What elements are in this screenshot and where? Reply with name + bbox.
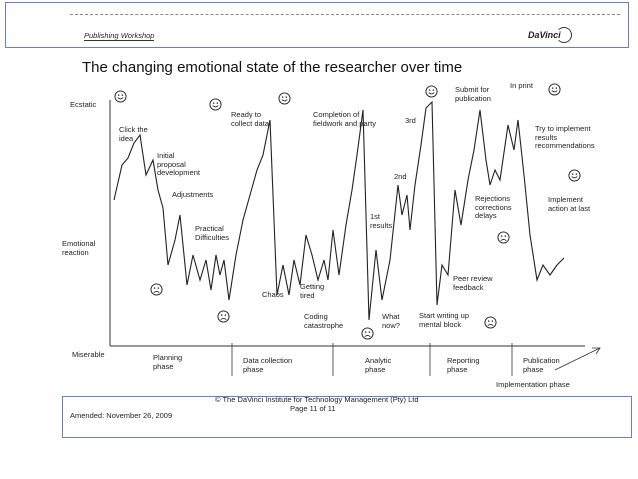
note-in-print: In print: [510, 81, 533, 90]
note-line: Practical: [195, 224, 224, 233]
note-practical-difficulties: Practical Difficulties: [195, 224, 230, 242]
note-second: 2nd: [394, 172, 407, 181]
note-what-now: What now?: [382, 312, 400, 330]
note-line: mental block: [419, 319, 462, 329]
phase-data-collection: Data collection phase: [243, 356, 293, 374]
axis-middle-label: Emotional reaction: [62, 239, 96, 257]
note-line: Rejections: [475, 194, 511, 203]
note-line: Click the: [119, 125, 148, 134]
footer-amended-date: Amended: November 26, 2009: [70, 411, 173, 420]
note-coding-catastrophe: Coding catastrophe: [304, 312, 344, 330]
note-line: results: [370, 220, 393, 230]
note-try-implement: Try to implement results recommendations: [535, 124, 595, 151]
workshop-label: Publishing Workshop: [84, 31, 155, 41]
note-line: development: [157, 168, 200, 177]
footer-page-number: Page 11 of 11: [290, 404, 336, 413]
phase-line: phase: [447, 364, 468, 374]
note-line: What: [382, 312, 400, 321]
note-getting-tired: Getting tired: [300, 282, 325, 300]
phase-implementation: Implementation phase: [496, 380, 570, 389]
phase-analytic: Analytic phase: [365, 356, 392, 374]
note-line: feedback: [453, 282, 484, 292]
note-line: catastrophe: [304, 320, 344, 330]
note-line: now?: [382, 320, 400, 330]
axis-middle-line-2: reaction: [62, 247, 89, 257]
phase-line: phase: [523, 364, 544, 374]
note-line: Ready to: [231, 110, 262, 119]
note-line: Peer review: [453, 274, 493, 283]
note-line: results: [535, 132, 558, 142]
note-line: Coding: [304, 312, 328, 321]
note-rejections: Rejections corrections delays: [475, 194, 512, 221]
emotion-curve: [113, 100, 565, 321]
note-line: Submit for: [455, 85, 490, 94]
axis-bottom-label: Miserable: [72, 350, 105, 359]
note-line: corrections: [475, 202, 512, 212]
note-ready-collect: Ready to collect data: [231, 110, 269, 128]
sad-face-icon: [150, 283, 163, 296]
note-line: recommendations: [535, 141, 595, 150]
happy-face-icon: [209, 98, 222, 111]
note-first-results: 1st results: [370, 212, 393, 230]
happy-face-icon: [114, 90, 127, 103]
note-submit-publication: Submit for publication: [455, 85, 491, 103]
note-adjustments: Adjustments: [172, 190, 214, 199]
phase-line: Publication: [523, 356, 560, 365]
footer-copyright: © The DaVinci Institute for Technology M…: [215, 395, 419, 404]
sad-face-icon: [217, 310, 230, 323]
happy-face-icon: [548, 83, 561, 96]
happy-face-icon: [568, 169, 581, 182]
note-third: 3rd: [405, 116, 416, 125]
note-click-idea: Click the idea: [119, 125, 148, 143]
phase-reporting: Reporting phase: [447, 356, 480, 374]
sad-face-icon: [497, 231, 510, 244]
arrow-head: [592, 347, 601, 355]
note-line: Completion of: [313, 110, 360, 119]
note-line: Implement: [548, 195, 584, 204]
phase-publication: Publication phase: [523, 356, 560, 374]
phase-line: phase: [243, 364, 264, 374]
phase-line: phase: [153, 361, 174, 371]
note-line: Try to implement: [535, 124, 591, 133]
note-peer-review: Peer review feedback: [453, 274, 493, 292]
note-start-writing: Start writing up mental block: [419, 311, 470, 329]
phase-line: Reporting: [447, 356, 480, 365]
phase-line: Analytic: [365, 356, 392, 365]
note-completion-fieldwork: Completion of fieldwork and party: [313, 110, 376, 128]
phase-line: Planning: [153, 353, 183, 362]
note-chaos: Chaos: [262, 290, 284, 299]
logo-ring-icon: [556, 27, 572, 43]
sad-face-icon: [484, 316, 497, 329]
davinci-logo: DaVinci: [528, 30, 561, 40]
note-line: Start writing up: [419, 311, 470, 320]
header-dash-line: [70, 14, 620, 15]
header-frame: [5, 2, 629, 48]
note-line: delays: [475, 211, 497, 220]
note-implement-action: Implement action at last: [548, 195, 591, 213]
axis-middle-line-1: Emotional: [62, 239, 96, 248]
phase-planning: Planning phase: [153, 353, 183, 371]
footer-frame: [62, 396, 632, 438]
arrow-shaft: [554, 347, 601, 371]
note-line: collect data: [231, 118, 269, 128]
note-initial-proposal: Initial proposal development: [157, 151, 200, 178]
page-title: The changing emotional state of the rese…: [82, 59, 463, 76]
sad-face-icon: [361, 327, 374, 340]
note-line: idea: [119, 133, 134, 143]
note-line: tired: [300, 290, 315, 300]
note-line: Getting: [300, 282, 325, 291]
happy-face-icon: [278, 92, 291, 105]
note-line: 1st: [370, 212, 381, 221]
note-line: proposal: [157, 159, 186, 169]
note-line: action at last: [548, 203, 591, 213]
phase-line: phase: [365, 364, 386, 374]
note-line: Difficulties: [195, 232, 230, 242]
happy-face-icon: [425, 85, 438, 98]
phase-line: Data collection: [243, 356, 293, 365]
axis-top-label: Ecstatic: [70, 100, 97, 109]
note-line: fieldwork and party: [313, 118, 376, 128]
note-line: Initial: [157, 151, 175, 160]
note-line: publication: [455, 93, 491, 103]
